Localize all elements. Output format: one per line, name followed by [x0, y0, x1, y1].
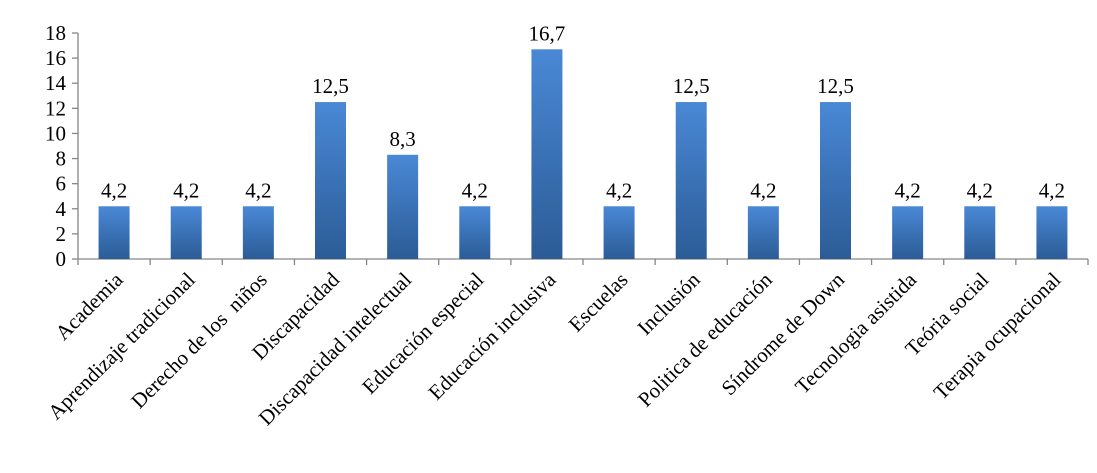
data-label: 12,5 [817, 74, 854, 98]
data-label: 4,2 [101, 178, 127, 202]
bar [675, 102, 707, 259]
category-label: Politica de educación [633, 267, 777, 411]
y-tick-label: 18 [45, 21, 66, 45]
y-tick-label: 16 [45, 46, 66, 70]
y-tick-label: 4 [56, 197, 67, 221]
bar [387, 154, 419, 259]
bar [315, 102, 346, 259]
y-tick-label: 12 [45, 96, 66, 120]
bar [892, 206, 924, 259]
bar [531, 49, 563, 260]
data-label: 12,5 [673, 74, 710, 98]
data-label: 8,3 [390, 127, 416, 151]
bar [820, 102, 851, 259]
data-labels: 4,2 4,2 4,2 12,5 8,3 4,2 16,7 4,2 12,5 4,2 12,5 4,2… [101, 21, 1065, 202]
bar [1036, 206, 1068, 259]
y-tick-label: 6 [56, 172, 67, 196]
data-label: 12,5 [312, 74, 349, 98]
category-label: Derecho de los niños [126, 268, 272, 414]
y-tick-label: 8 [56, 147, 67, 171]
y-tick-label: 2 [56, 222, 67, 246]
data-label: 4,2 [245, 178, 271, 202]
data-label: 4,2 [462, 178, 488, 202]
category-label: Inclusión [633, 267, 706, 340]
data-label: 4,2 [173, 178, 199, 202]
x-axis [77, 258, 1089, 265]
data-label: 4,2 [967, 178, 993, 202]
category-label: Educación especial [357, 267, 488, 398]
category-label: Escuelas [564, 268, 633, 337]
data-label: 4,2 [1039, 178, 1065, 202]
y-tick-label: 14 [45, 71, 67, 95]
category-label: Tecnologia asistida [790, 267, 921, 398]
bars [98, 49, 1068, 260]
bar [459, 206, 491, 259]
category-label: Educación inclusiva [423, 267, 560, 404]
bar [242, 206, 274, 259]
category-label: Terapia ocupacional [929, 267, 1066, 404]
y-tick-label: 10 [45, 121, 66, 145]
data-label: 4,2 [895, 178, 921, 202]
data-label: 4,2 [606, 178, 632, 202]
category-label: Síndrome de Down [717, 267, 850, 400]
bar [98, 206, 130, 259]
bar [170, 206, 202, 259]
y-tick-label: 0 [56, 247, 67, 271]
bar [603, 206, 635, 259]
bar [747, 206, 779, 259]
bar [964, 206, 996, 259]
data-label: 4,2 [750, 178, 776, 202]
data-label: 16,7 [529, 21, 566, 45]
